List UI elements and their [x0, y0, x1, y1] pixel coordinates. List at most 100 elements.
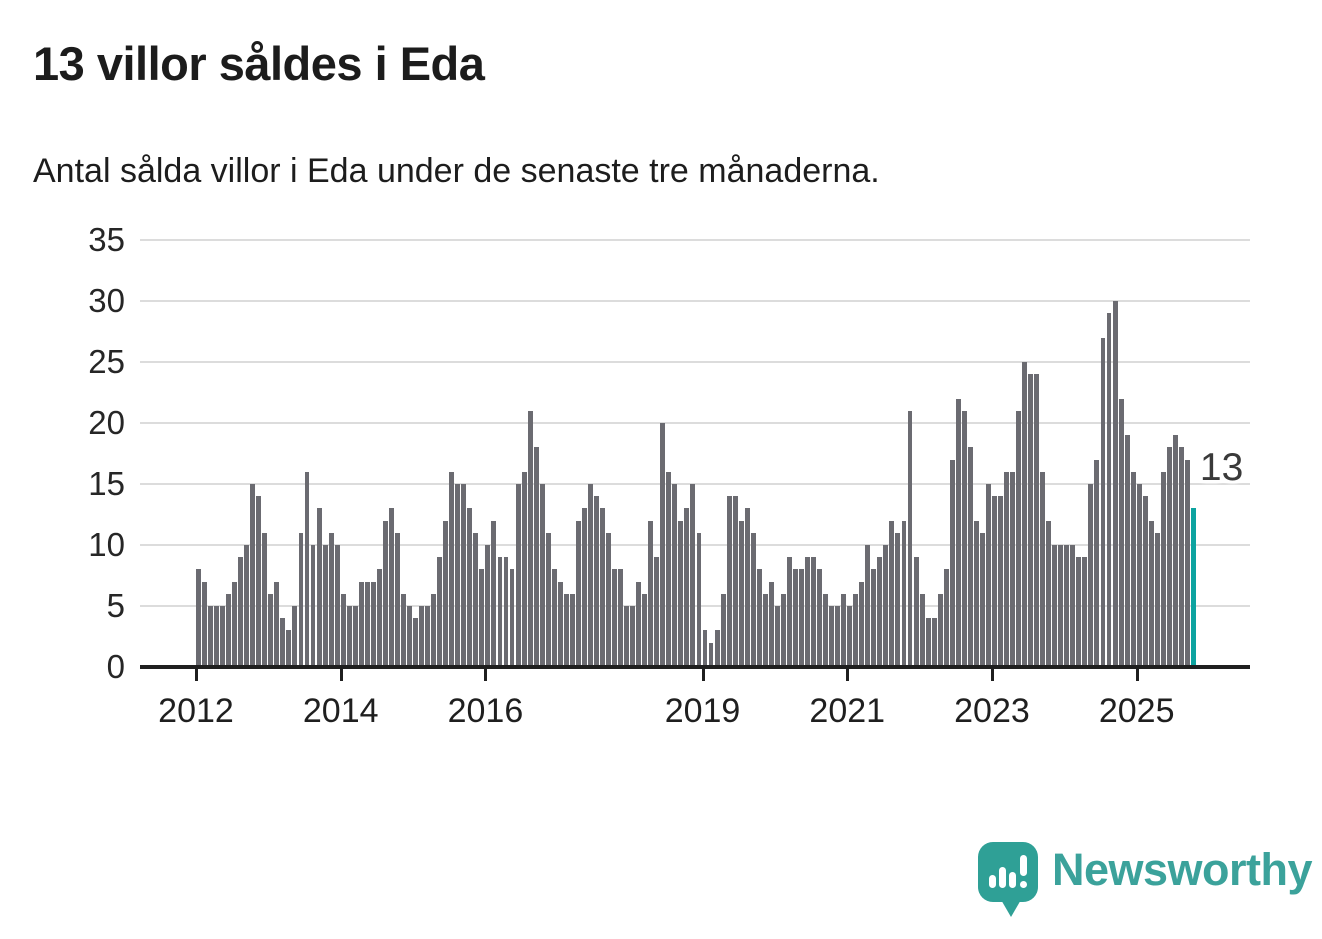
- bar: [346, 606, 352, 667]
- bar: [310, 545, 316, 667]
- bar: [985, 484, 991, 667]
- bar: [1082, 557, 1088, 667]
- bar: [1130, 471, 1136, 667]
- bar: [413, 618, 418, 667]
- bar: [587, 484, 593, 667]
- bar: [533, 447, 539, 667]
- bar: [913, 557, 919, 667]
- logo-bar-icon: [989, 875, 996, 888]
- bar: [268, 593, 274, 667]
- bar: [298, 532, 304, 667]
- bar: [382, 520, 388, 667]
- bar: [636, 581, 642, 667]
- bar: [455, 484, 461, 667]
- bar: [780, 593, 786, 667]
- x-axis-tick-label: 2019: [664, 692, 741, 730]
- gridline: [140, 239, 1250, 241]
- bar: [479, 569, 485, 667]
- x-axis-tick: [1135, 669, 1139, 681]
- bar: [370, 581, 376, 667]
- bar: [1136, 484, 1142, 667]
- bar: [877, 557, 883, 667]
- bar: [1124, 435, 1130, 667]
- bar: [1004, 471, 1009, 667]
- bar: [196, 569, 201, 667]
- bar: [823, 593, 829, 667]
- bar: [388, 508, 394, 667]
- bar: [352, 606, 358, 667]
- bar: [841, 593, 847, 667]
- bar: [955, 398, 961, 667]
- bar: [1016, 410, 1022, 667]
- bar: [648, 520, 654, 667]
- bar: [1094, 459, 1100, 667]
- bar: [937, 593, 943, 667]
- bar: [811, 557, 816, 667]
- bar: [817, 569, 823, 667]
- gridline: [140, 422, 1250, 424]
- bar: [593, 496, 599, 667]
- x-axis-tick-label: 2025: [1098, 692, 1175, 730]
- bar: [961, 410, 967, 667]
- bar: [467, 508, 473, 667]
- bar: [1154, 532, 1160, 667]
- bar: [949, 459, 955, 667]
- bar: [786, 557, 792, 667]
- x-axis-tick-label: 2014: [302, 692, 379, 730]
- bar: [973, 520, 979, 667]
- bar: [672, 484, 678, 667]
- x-axis-tick-label: 2016: [447, 692, 524, 730]
- bar: [461, 484, 467, 667]
- bar: [606, 532, 611, 667]
- bar: [394, 532, 400, 667]
- last-value-label: 13: [1199, 446, 1244, 490]
- bar: [925, 618, 931, 667]
- gridline: [140, 300, 1250, 302]
- bar: [967, 447, 973, 667]
- bar: [334, 545, 340, 667]
- x-axis-line: [140, 665, 1250, 669]
- bar: [358, 581, 364, 667]
- bar: [660, 423, 666, 667]
- bar: [696, 532, 702, 667]
- highlighted-bar: [1190, 508, 1196, 667]
- bar: [1022, 362, 1028, 667]
- bar: [551, 569, 557, 667]
- bar: [322, 545, 328, 667]
- bar: [895, 532, 901, 667]
- bar: [1166, 447, 1172, 667]
- bar: [907, 410, 913, 667]
- y-axis-tick-label: 30: [88, 282, 125, 319]
- x-axis-tick: [195, 669, 198, 681]
- bar: [979, 532, 985, 667]
- bar: [1058, 545, 1064, 667]
- bar: [238, 557, 244, 667]
- x-axis-tick: [990, 669, 994, 681]
- bar: [220, 606, 226, 667]
- bar: [901, 520, 907, 667]
- chart-subtitle: Antal sålda villor i Eda under de senast…: [33, 152, 880, 190]
- bar: [750, 532, 756, 667]
- bar: [853, 593, 859, 667]
- bar: [708, 642, 714, 667]
- bar: [732, 496, 738, 667]
- bar: [280, 618, 286, 667]
- bar: [1088, 484, 1094, 667]
- bar: [250, 484, 256, 667]
- bar: [738, 520, 744, 667]
- x-axis-tick-label: 2012: [158, 692, 234, 730]
- bar: [774, 606, 780, 667]
- bar: [256, 496, 262, 667]
- bar: [799, 569, 804, 667]
- y-axis-tick-label: 20: [88, 404, 125, 441]
- bar: [473, 532, 479, 667]
- bar: [545, 532, 551, 667]
- bar: [232, 581, 238, 667]
- bar: [702, 630, 708, 667]
- bar: [286, 630, 292, 667]
- bar: [762, 593, 768, 667]
- exclamation-dot-icon: [1020, 881, 1027, 888]
- bar: [642, 593, 648, 667]
